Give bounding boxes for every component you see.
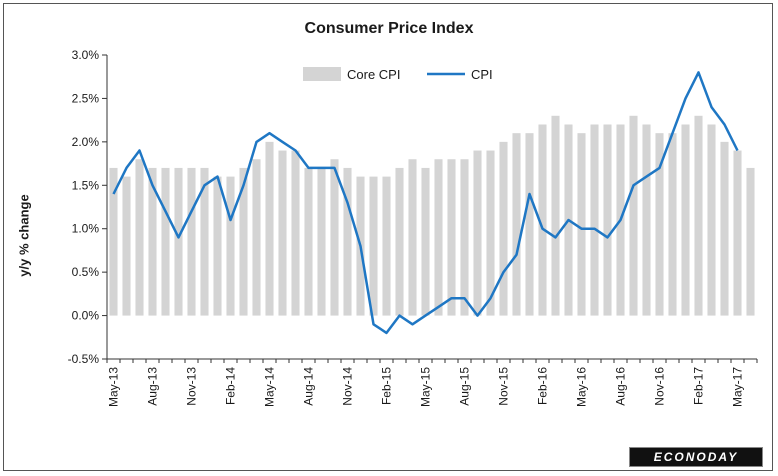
core-cpi-bar xyxy=(239,167,248,316)
x-tick-label: Nov-14 xyxy=(341,367,355,406)
core-cpi-bar xyxy=(122,176,131,316)
x-tick-label: Nov-15 xyxy=(497,367,511,406)
core-cpi-bar xyxy=(460,159,469,316)
core-cpi-bar xyxy=(603,124,612,316)
core-cpi-bar xyxy=(317,167,326,316)
core-cpi-bar xyxy=(434,159,443,316)
core-cpi-bar xyxy=(720,141,729,316)
core-cpi-bar xyxy=(161,167,170,316)
core-cpi-bar xyxy=(447,159,456,316)
core-cpi-bar xyxy=(642,124,651,316)
y-tick-label: 2.0% xyxy=(72,135,100,149)
x-tick-label: Nov-16 xyxy=(653,367,667,406)
y-tick-label: 1.0% xyxy=(72,222,100,236)
x-tick-label: Feb-17 xyxy=(692,367,706,405)
y-tick-label: 3.0% xyxy=(72,48,100,62)
x-tick-label: May-16 xyxy=(575,367,589,407)
core-cpi-bar xyxy=(668,133,677,316)
core-cpi-bar xyxy=(473,150,482,316)
y-tick-label: 0.0% xyxy=(72,309,100,323)
core-cpi-bar xyxy=(707,124,716,316)
core-cpi-bar xyxy=(278,150,287,316)
core-cpi-bar xyxy=(551,115,560,316)
core-cpi-bar xyxy=(655,133,664,316)
core-cpi-bar xyxy=(486,150,495,316)
legend-core-cpi-label: Core CPI xyxy=(347,67,400,82)
core-cpi-bar xyxy=(408,159,417,316)
core-cpi-bar xyxy=(252,159,261,316)
core-cpi-bar xyxy=(200,167,209,316)
core-cpi-bar xyxy=(213,176,222,316)
core-cpi-bar xyxy=(629,115,638,316)
core-cpi-bar xyxy=(525,133,534,316)
core-cpi-bar xyxy=(330,159,339,316)
core-cpi-bar xyxy=(265,141,274,316)
core-cpi-bar xyxy=(187,167,196,316)
y-tick-label: -0.5% xyxy=(68,352,100,366)
core-cpi-bar xyxy=(148,167,157,316)
x-tick-label: Feb-15 xyxy=(380,367,394,405)
core-cpi-bar xyxy=(746,167,755,316)
y-tick-label: 2.5% xyxy=(72,91,100,105)
core-cpi-bar xyxy=(109,167,118,316)
core-cpi-bar xyxy=(681,124,690,316)
core-cpi-bar xyxy=(538,124,547,316)
core-cpi-bar xyxy=(343,167,352,316)
core-cpi-bar xyxy=(577,133,586,316)
x-tick-label: Aug-13 xyxy=(146,367,160,406)
x-tick-label: May-15 xyxy=(419,367,433,407)
x-tick-label: Aug-15 xyxy=(458,367,472,406)
chart-title: Consumer Price Index xyxy=(304,20,474,37)
core-cpi-bar xyxy=(226,176,235,316)
x-tick-label: May-17 xyxy=(731,367,745,407)
x-tick-label: May-14 xyxy=(263,367,277,407)
core-cpi-bar xyxy=(694,115,703,316)
core-cpi-bar xyxy=(382,176,391,316)
legend-core-cpi-swatch xyxy=(303,67,341,81)
core-cpi-bar xyxy=(512,133,521,316)
x-tick-label: Feb-14 xyxy=(224,367,238,405)
x-tick-label: Nov-13 xyxy=(185,367,199,406)
x-tick-label: Feb-16 xyxy=(536,367,550,405)
core-cpi-bar xyxy=(733,150,742,316)
econoday-logo: ECONODAY xyxy=(629,447,763,467)
x-tick-label: Aug-16 xyxy=(614,367,628,406)
y-tick-label: 0.5% xyxy=(72,265,100,279)
core-cpi-bar xyxy=(135,159,144,316)
legend-cpi-label: CPI xyxy=(471,67,493,82)
y-tick-label: 1.5% xyxy=(72,178,100,192)
core-cpi-bar xyxy=(421,167,430,316)
core-cpi-bar xyxy=(395,167,404,316)
core-cpi-bar xyxy=(590,124,599,316)
core-cpi-bar xyxy=(369,176,378,316)
cpi-line xyxy=(112,71,739,335)
x-tick-label: May-13 xyxy=(107,367,121,407)
core-cpi-bar xyxy=(499,141,508,316)
x-tick-label: Aug-14 xyxy=(302,367,316,406)
core-cpi-bar xyxy=(174,167,183,316)
core-cpi-bar xyxy=(291,150,300,316)
core-cpi-bar xyxy=(304,167,313,316)
